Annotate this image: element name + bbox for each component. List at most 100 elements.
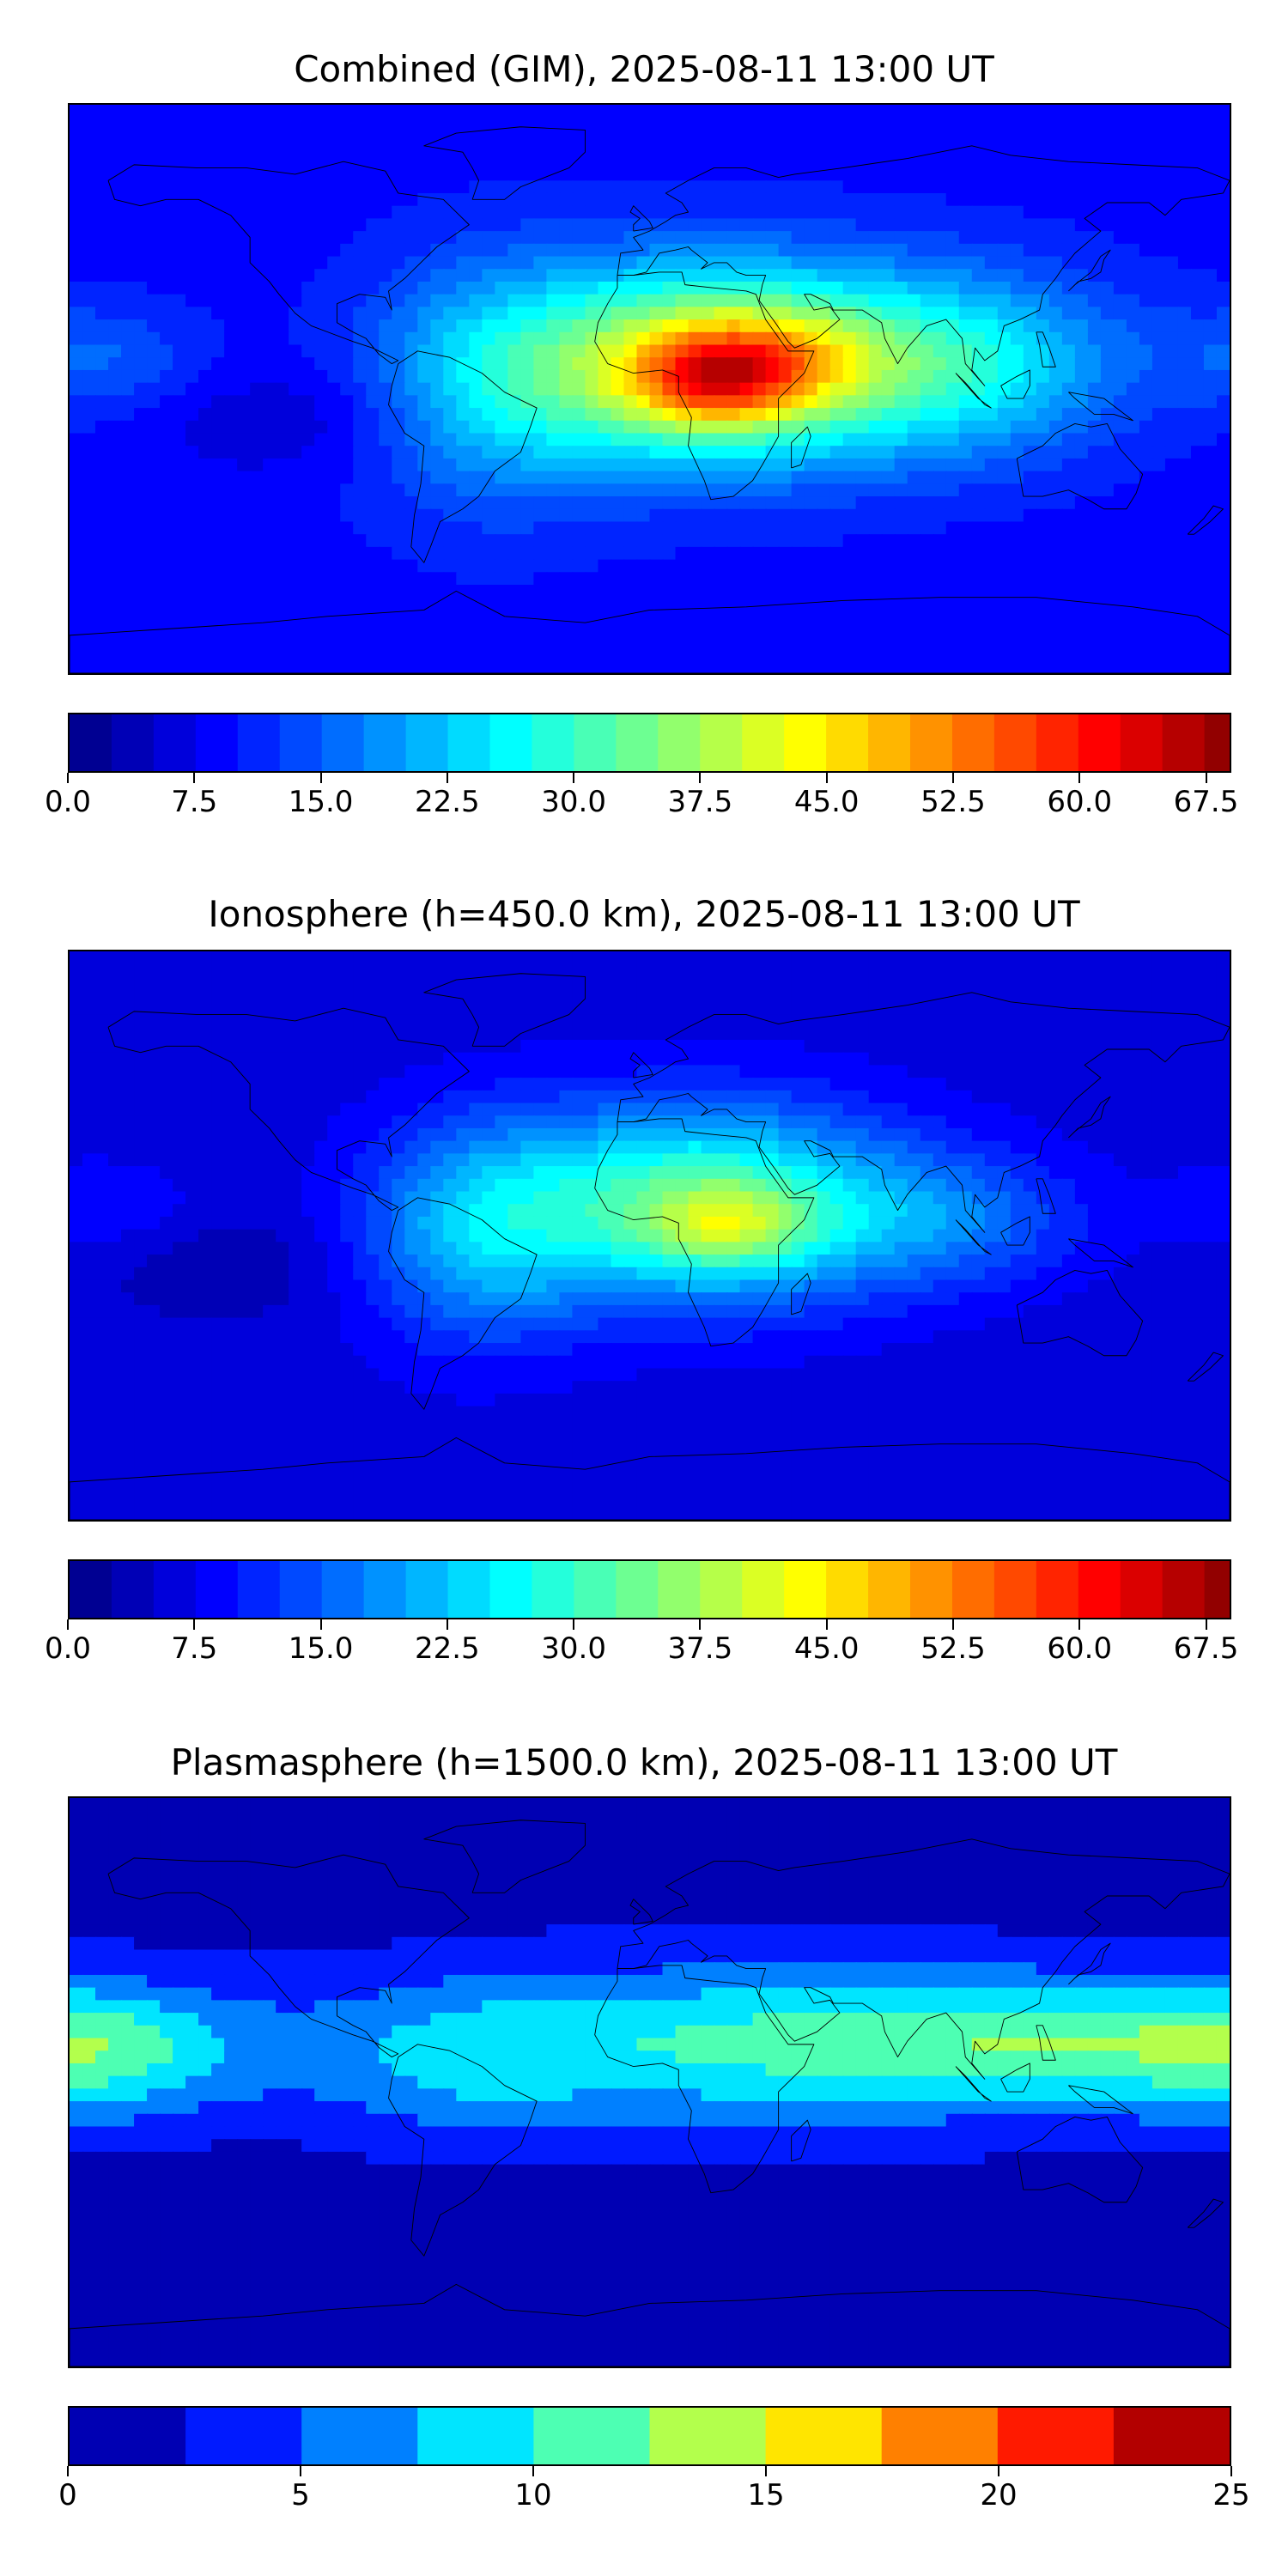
coastline-13 (792, 427, 811, 468)
colorbar-tick-label: 37.5 (667, 785, 733, 819)
coastline-4 (1017, 423, 1142, 508)
colorbar-level (658, 1561, 701, 1618)
colorbar-tick-mark (193, 1619, 196, 1630)
colorbar-tick-label: 37.5 (667, 1631, 733, 1666)
coastline-9 (1001, 2063, 1030, 2092)
colorbar-level (700, 1561, 743, 1618)
colorbar-level (649, 2408, 767, 2464)
colorbar-level (1078, 714, 1121, 771)
panel-1-colorbar (68, 713, 1231, 773)
colorbar-level (951, 1561, 995, 1618)
coastline-6 (630, 1053, 653, 1078)
coastline-6 (630, 206, 653, 231)
colorbar-level (1120, 714, 1163, 771)
colorbar-tick-mark (67, 773, 69, 783)
colorbar-tick-mark (951, 773, 954, 783)
coastline-10 (1068, 392, 1133, 421)
colorbar-level (700, 714, 743, 771)
colorbar-level (784, 714, 827, 771)
colorbar-level (321, 1561, 365, 1618)
panel-3-map (68, 1796, 1231, 2368)
coastline-4 (1017, 2117, 1142, 2202)
coastline-14 (1188, 2199, 1223, 2227)
colorbar-tick-label: 0 (58, 2478, 77, 2512)
colorbar-tick-label: 30.0 (541, 1631, 606, 1666)
panel-1-map (68, 103, 1231, 675)
colorbar-tick-label: 52.5 (920, 785, 986, 819)
colorbar-level (742, 714, 785, 771)
colorbar-level (185, 2408, 302, 2464)
coastline-0 (108, 161, 469, 363)
colorbar-level (574, 714, 617, 771)
colorbar-tick-label: 52.5 (920, 1631, 986, 1666)
colorbar-tick-label: 25 (1212, 2478, 1250, 2512)
colorbar-level (993, 1561, 1037, 1618)
panel-1-map-canvas (70, 105, 1230, 673)
colorbar-level (417, 2408, 535, 2464)
colorbar-level (997, 2408, 1115, 2464)
colorbar-tick-label: 60.0 (1047, 785, 1113, 819)
colorbar-tick-mark (1205, 1619, 1207, 1630)
coastline-7 (70, 591, 1230, 673)
coastline-5 (424, 1820, 586, 1893)
colorbar-tick-mark (825, 1619, 828, 1630)
colorbar-level (489, 1561, 533, 1618)
colorbar-level (363, 714, 407, 771)
colorbar-level (868, 714, 911, 771)
coastline-3 (617, 146, 1230, 386)
coastline-11 (1068, 250, 1110, 291)
panel-2-colorbar (68, 1559, 1231, 1619)
colorbar-tick-label: 45.0 (793, 1631, 860, 1666)
colorbar-level (1036, 714, 1079, 771)
coastline-0 (108, 1008, 469, 1210)
colorbar-level (532, 1561, 575, 1618)
colorbar-level (616, 714, 659, 771)
colorbar-level (1204, 714, 1230, 771)
coastline-13 (792, 1273, 811, 1315)
coastline-2 (595, 272, 814, 500)
coastline-9 (1001, 1217, 1030, 1245)
colorbar-level (868, 1561, 911, 1618)
colorbar-level (532, 714, 575, 771)
colorbar-tick-mark (446, 773, 448, 783)
colorbar-tick-mark (319, 773, 322, 783)
colorbar-tick-label: 15.0 (288, 1631, 354, 1666)
colorbar-tick-label: 30.0 (541, 785, 606, 819)
colorbar-level (279, 1561, 323, 1618)
colorbar-tick-mark (1205, 773, 1207, 783)
coastline-14 (1188, 506, 1223, 534)
panel-2-colorbar-canvas (70, 1561, 1230, 1618)
colorbar-tick-mark (998, 2466, 999, 2476)
colorbar-level (70, 714, 112, 771)
coastline-0 (108, 1855, 469, 2057)
panel-2-title: Ionosphere (h=450.0 km), 2025-08-11 13:0… (208, 893, 1080, 935)
colorbar-tick-label: 0.0 (44, 1631, 92, 1666)
coastline-8 (956, 374, 991, 408)
coastline-6 (630, 1899, 653, 1924)
colorbar-tick-mark (319, 1619, 322, 1630)
colorbar-level (881, 2408, 999, 2464)
colorbar-tick-mark (573, 1619, 575, 1630)
coastline-8 (956, 1220, 991, 1255)
coastline-3 (617, 1839, 1230, 2080)
coastline-5 (424, 127, 586, 200)
colorbar-tick-label: 22.5 (414, 1631, 480, 1666)
coastline-11 (1068, 1097, 1110, 1138)
coastline-7 (70, 2284, 1230, 2366)
colorbar-level (742, 1561, 785, 1618)
colorbar-level (237, 1561, 281, 1618)
colorbar-tick-mark (1230, 2466, 1232, 2476)
panel-2-map-canvas (70, 951, 1230, 1520)
colorbar-level (111, 1561, 155, 1618)
colorbar-level (70, 2408, 186, 2464)
colorbar-tick-label: 0.0 (44, 785, 92, 819)
colorbar-level (195, 714, 239, 771)
coastline-1 (389, 2044, 538, 2256)
colorbar-tick-mark (825, 773, 828, 783)
coastline-8 (956, 2067, 991, 2101)
colorbar-level (153, 1561, 197, 1618)
coastline-13 (792, 2120, 811, 2161)
colorbar-tick-label: 10 (514, 2478, 552, 2512)
colorbar-tick-label: 20 (980, 2478, 1018, 2512)
colorbar-tick-label: 7.5 (171, 1631, 218, 1666)
